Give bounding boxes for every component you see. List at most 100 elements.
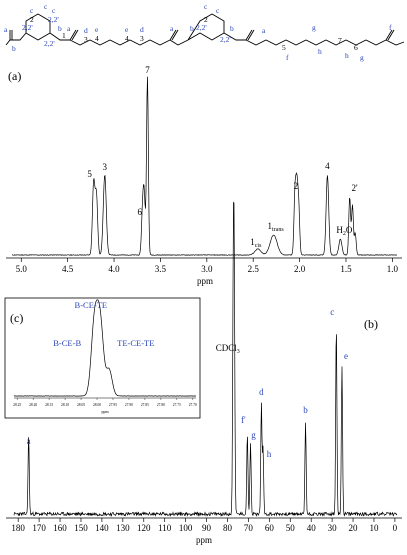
structure-label: 7 <box>338 36 342 45</box>
tick-label: 50 <box>286 523 296 533</box>
structure-label: 2,2' <box>48 15 59 24</box>
tick-label: 120 <box>137 523 151 533</box>
tick-label: 28.00 <box>93 403 101 407</box>
panel-c-spectrum <box>13 299 196 397</box>
tick-label: 2.0 <box>294 264 306 274</box>
tick-label: 5.0 <box>16 264 28 274</box>
tick-label: 110 <box>158 523 172 533</box>
peak-label: d <box>259 387 264 397</box>
tick-label: 3.0 <box>201 264 213 274</box>
structure-label: 3 <box>84 35 88 44</box>
tick-label: 1.5 <box>340 264 352 274</box>
structure-label: a <box>170 24 174 33</box>
tick-label: 28.20 <box>29 403 37 407</box>
structure-label: d <box>84 26 88 35</box>
peak-label: 6 <box>138 207 143 217</box>
tick-label: 0 <box>393 523 398 533</box>
panel-b-ticks: 180 170 160 150 140 130 120 110 100 90 80 70 60 50 40 3… <box>11 518 398 533</box>
tick-label: 3.5 <box>155 264 167 274</box>
structure-label: a <box>4 25 8 34</box>
structure-label: d <box>140 25 144 34</box>
tick-label: 60 <box>265 523 275 533</box>
structure-label: b <box>230 24 234 33</box>
tick-label: 130 <box>116 523 130 533</box>
structure-label: c <box>44 2 48 11</box>
structure-label: f <box>389 23 392 32</box>
panel-a-spectrum <box>11 76 398 256</box>
tick-label: 40 <box>307 523 317 533</box>
structure-label: 2 <box>204 15 208 24</box>
peak-label: b <box>303 405 308 415</box>
panel-c-frame <box>4 297 201 419</box>
panel-c-tag: (c) <box>10 311 23 325</box>
structure-label: 2,2' <box>44 39 55 48</box>
panel-c-inset: (c) 28.25 28.20 28.15 28.10 28.05 28.00 27.95 2… <box>4 297 201 419</box>
peak-label: 2 <box>294 181 299 191</box>
structure-label: 2,2' <box>22 23 33 32</box>
structure-label: c <box>30 6 34 15</box>
tick-label: 2.5 <box>248 264 260 274</box>
tick-label: 20 <box>349 523 359 533</box>
peak-label: 5 <box>87 169 92 179</box>
structure-label: 6 <box>354 43 358 52</box>
peak-label: CDCl3 <box>216 343 240 355</box>
structure-label: 5 <box>282 43 286 52</box>
panel-a-1h-nmr: (a) 5.0 4.5 4.0 3.5 3.0 2.5 2.0 1.5 1.0 5 3 6 7 1cis… <box>6 65 402 286</box>
structure-label: 2 <box>30 15 34 24</box>
structure-label: 4 <box>125 34 129 43</box>
tick-label: 27.95 <box>109 403 117 407</box>
tick-label: 100 <box>179 523 193 533</box>
structure-label: 4 <box>95 34 99 43</box>
panel-a-tag: (a) <box>8 69 21 83</box>
tick-label: 90 <box>202 523 212 533</box>
peak-label: 3 <box>103 162 108 172</box>
peak-label: H2O <box>336 225 353 237</box>
panel-b-xlabel: ppm <box>196 535 212 545</box>
structure-label: 3 <box>140 34 144 43</box>
tick-label: 170 <box>32 523 46 533</box>
peak-label: c <box>330 307 334 317</box>
tick-label: 80 <box>223 523 233 533</box>
tick-label: 27.90 <box>125 403 133 407</box>
tick-label: 1.0 <box>387 264 399 274</box>
tick-label: 160 <box>53 523 67 533</box>
peak-label: g <box>251 430 256 440</box>
peak-label: e <box>344 351 348 361</box>
peak-label: B-CE-B <box>53 338 81 348</box>
structure-label: c <box>204 2 208 11</box>
structure-label: 2,2' <box>196 23 207 32</box>
tick-label: 27.80 <box>157 403 165 407</box>
peak-label: h <box>267 449 272 459</box>
tick-label: 180 <box>11 523 25 533</box>
structure-label: b <box>190 24 194 33</box>
panel-a-ticks: 5.0 4.5 4.0 3.5 3.0 2.5 2.0 1.5 1.0 <box>16 258 399 274</box>
structure-label: g <box>312 23 316 32</box>
peak-label: a <box>27 436 31 446</box>
panel-a-peak-labels: 5 3 6 7 1cis 1trans 2 4 H2O 2' <box>87 65 358 249</box>
peak-label: B-CE-TE <box>75 300 108 310</box>
tick-label: 28.05 <box>77 403 85 407</box>
peak-label: 2' <box>351 183 358 193</box>
tick-label: 28.15 <box>45 403 53 407</box>
tick-label: 70 <box>244 523 254 533</box>
peak-label: 1cis <box>250 237 262 249</box>
panel-c-xlabel: ppm <box>101 409 109 414</box>
panel-a-xlabel: ppm <box>197 276 213 286</box>
structure-label: a <box>67 24 71 33</box>
tick-label: 140 <box>95 523 109 533</box>
structure-label: e <box>95 25 99 34</box>
structure-label: b <box>12 44 16 53</box>
structure-label: g <box>360 53 364 62</box>
structure-label: a <box>262 26 266 35</box>
tick-label: 4.0 <box>108 264 120 274</box>
structure-label: f <box>286 53 289 62</box>
tick-label: 27.70 <box>189 403 197 407</box>
peak-label: TE-CE-TE <box>117 338 154 348</box>
structure-label: b <box>58 24 62 33</box>
structure-label: 1 <box>62 31 66 40</box>
peak-label: f' <box>241 415 246 425</box>
panel-c-ticks: 28.25 28.20 28.15 28.10 28.05 28.00 27.95 27.90… <box>13 398 197 407</box>
structure-label: e <box>125 25 129 34</box>
